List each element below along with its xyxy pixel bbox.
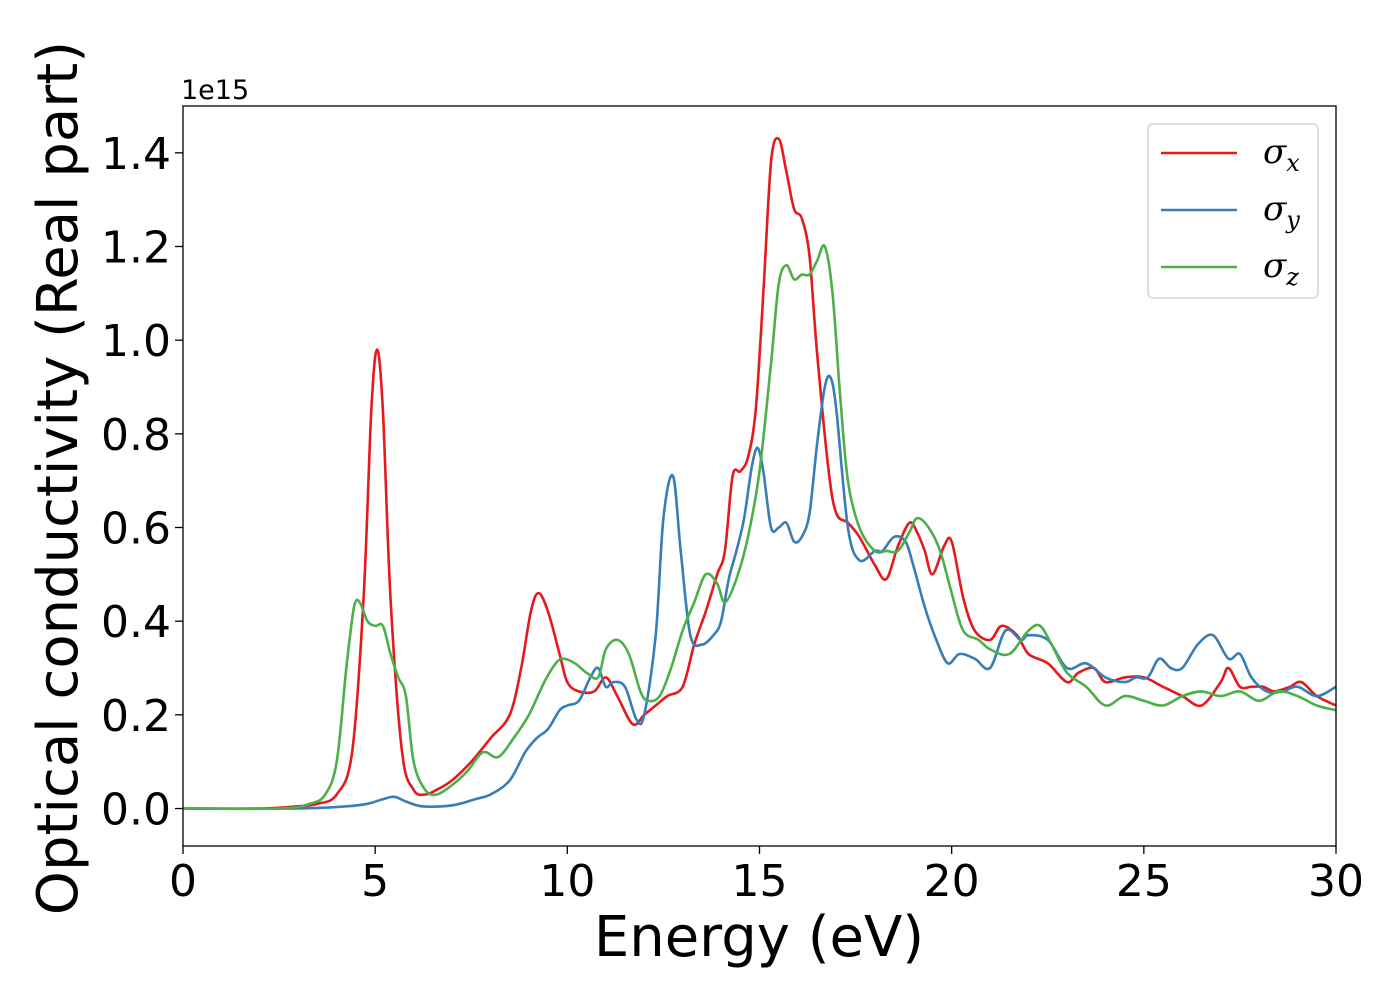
- legend: σx σy σz: [1147, 123, 1319, 299]
- y-tick-label: 0.0: [101, 785, 171, 836]
- x-tick-label: 0: [169, 856, 197, 907]
- legend-label-y: σy: [1263, 189, 1300, 234]
- y-axis-title: Optical conductivity (Real part): [26, 41, 91, 915]
- series-line-z: [182, 244, 1337, 811]
- x-tick-label: 30: [1308, 856, 1364, 907]
- series-line-x: [182, 136, 1337, 810]
- y-tick-label: 1.4: [101, 129, 171, 180]
- series-line-y: [182, 374, 1337, 810]
- y-tick-label: 0.8: [101, 410, 171, 461]
- series-layer: [182, 136, 1337, 811]
- y-axis-ticks: 0.0 0.2 0.4 0.6 0.8 1.0 1.2 1.4: [101, 129, 183, 836]
- y-tick-label: 1.0: [101, 316, 171, 367]
- x-tick-label: 10: [539, 856, 595, 907]
- x-tick-label: 5: [361, 856, 389, 907]
- y-tick-label: 1.2: [101, 223, 171, 274]
- y-tick-label: 0.4: [101, 597, 171, 648]
- x-axis-title: Energy (eV): [594, 905, 924, 970]
- y-tick-label: 0.6: [101, 504, 171, 555]
- legend-label-x: σx: [1263, 132, 1300, 177]
- x-tick-label: 15: [732, 856, 788, 907]
- x-axis-ticks: 0 5 10 15 20 25 30: [169, 846, 1364, 907]
- y-tick-label: 0.2: [101, 691, 171, 742]
- x-tick-label: 25: [1116, 856, 1172, 907]
- legend-label-z: σz: [1263, 246, 1299, 291]
- y-offset-label: 1e15: [181, 75, 249, 106]
- x-tick-label: 20: [924, 856, 980, 907]
